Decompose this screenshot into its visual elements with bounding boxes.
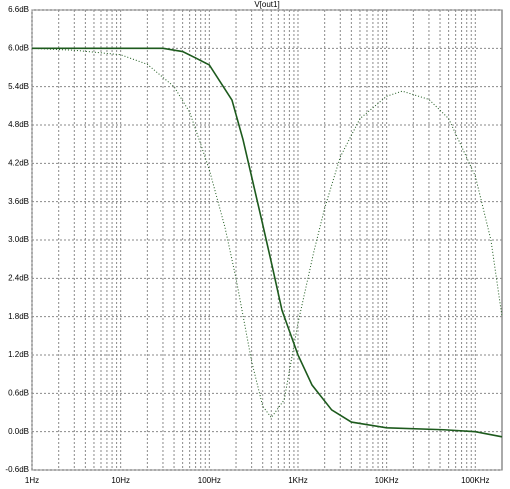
- series-line: [32, 47, 503, 438]
- y-tick-label: 6.6dB: [8, 5, 29, 14]
- x-tick-label: 1KHz: [288, 476, 308, 485]
- y-tick-label: 0.0dB: [8, 427, 29, 436]
- y-tick-label: 3.6dB: [8, 197, 29, 206]
- y-tick-label: 6.0dB: [8, 43, 29, 52]
- x-tick-label: 100Hz: [198, 476, 221, 485]
- y-tick-label: 3.0dB: [8, 235, 29, 244]
- y-tick-label: 0.6dB: [8, 388, 29, 397]
- series-line: [31, 47, 503, 419]
- y-tick-label: 4.2dB: [8, 158, 29, 167]
- x-tick-label: 1Hz: [25, 476, 39, 485]
- y-tick-label: 4.8dB: [8, 120, 29, 129]
- y-tick-label: 2.4dB: [8, 273, 29, 282]
- y-tick-label: -0.6dB: [5, 465, 29, 474]
- chart-title: V[out1]: [254, 0, 279, 9]
- y-tick-label: 5.4dB: [8, 82, 29, 91]
- x-tick-label: 10KHz: [375, 476, 399, 485]
- y-tick-label: 1.8dB: [8, 312, 29, 321]
- x-tick-label: 100KHz: [461, 476, 489, 485]
- x-tick-label: 10Hz: [111, 476, 130, 485]
- y-tick-label: 1.2dB: [8, 350, 29, 359]
